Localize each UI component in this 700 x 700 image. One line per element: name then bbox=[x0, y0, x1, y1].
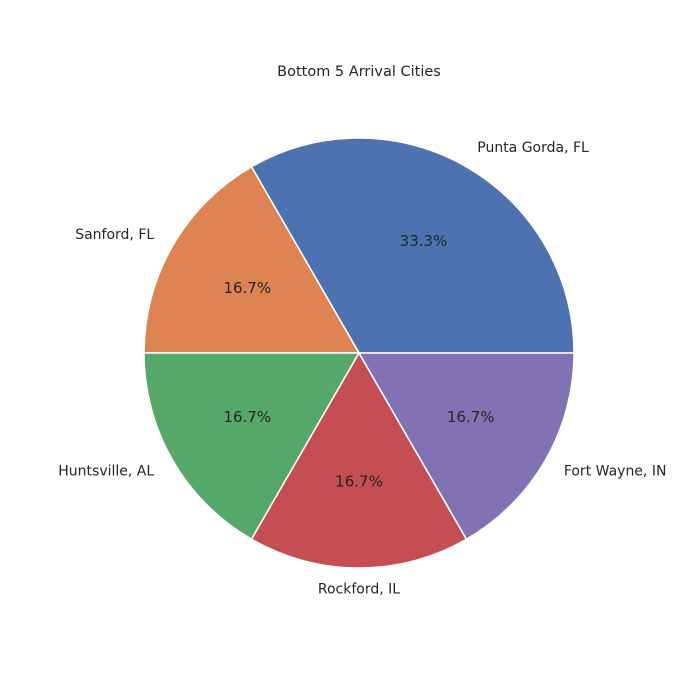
slice-label-huntsville-al: Huntsville, AL bbox=[58, 463, 154, 479]
pie-labels: Punta Gorda, FL 33.3% Sanford, FL 16.7% Hunt… bbox=[58, 140, 666, 597]
pie-slices bbox=[143, 137, 575, 569]
pie-slice-punta-gorda-fl bbox=[250, 137, 575, 354]
pie-slice-huntsville-al bbox=[143, 352, 360, 540]
percent-label-sanford-fl: 16.7% bbox=[223, 279, 271, 297]
percent-label-huntsville-al: 16.7% bbox=[223, 408, 271, 426]
percent-label-punta-gorda-fl: 33.3% bbox=[400, 232, 448, 250]
slice-label-rockford-il: Rockford, IL bbox=[318, 582, 400, 598]
pie-slice-sanford-fl bbox=[143, 166, 360, 354]
chart-title: Bottom 5 Arrival Cities bbox=[277, 64, 441, 80]
slice-label-fort-wayne-in: Fort Wayne, IN bbox=[564, 463, 667, 479]
pie-slice-rockford-il bbox=[250, 352, 468, 569]
percent-label-rockford-il: 16.7% bbox=[335, 473, 383, 491]
percent-label-fort-wayne-in: 16.7% bbox=[447, 408, 495, 426]
slice-label-sanford-fl: Sanford, FL bbox=[75, 227, 154, 243]
slice-label-punta-gorda-fl: Punta Gorda, FL bbox=[477, 140, 589, 156]
pie-slice-fort-wayne-in bbox=[358, 352, 575, 540]
